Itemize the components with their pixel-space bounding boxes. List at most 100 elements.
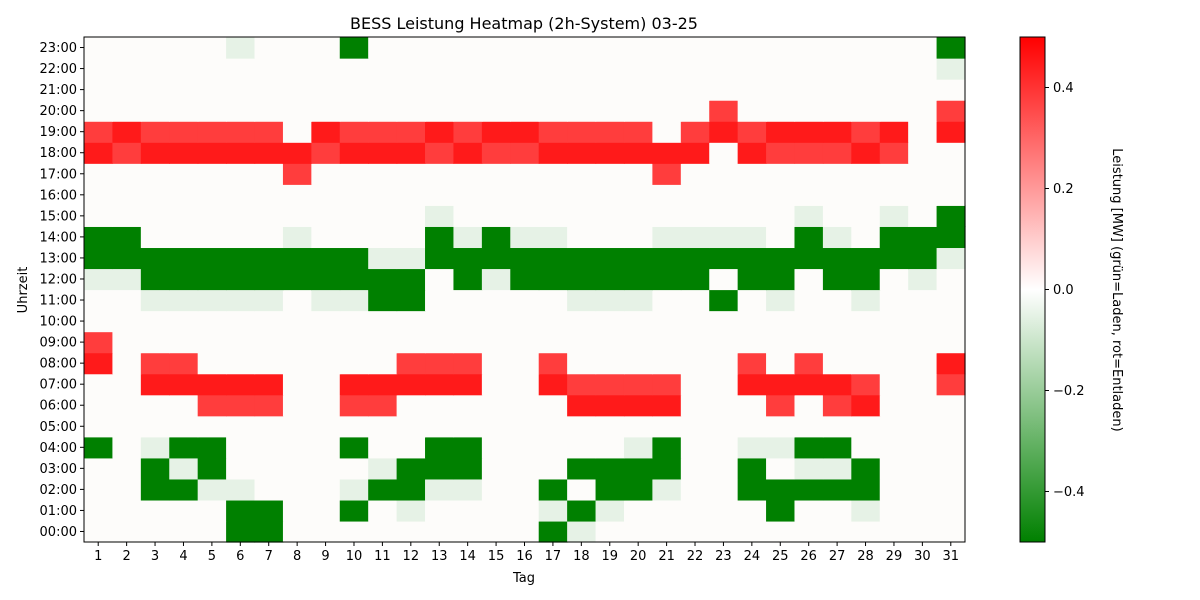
heatmap-cell — [709, 331, 739, 354]
heatmap-cell — [510, 415, 540, 438]
heatmap-cell — [794, 373, 824, 396]
heatmap-cell — [908, 184, 938, 206]
heatmap-cell — [851, 184, 881, 206]
chart-title: BESS Leistung Heatmap (2h-System) 03-25 — [350, 14, 698, 33]
heatmap-cell — [538, 268, 568, 291]
heatmap-cell — [481, 289, 511, 312]
x-tick-label: 9 — [321, 549, 329, 564]
heatmap-cell — [140, 331, 170, 354]
heatmap-cell — [567, 163, 597, 185]
heatmap-cell — [339, 226, 369, 249]
heatmap-cell — [510, 310, 540, 333]
heatmap-cell — [339, 457, 369, 480]
heatmap-cell — [794, 415, 824, 438]
heatmap-cell — [169, 373, 199, 396]
y-tick-label: 05:00 — [40, 420, 77, 435]
heatmap-cell — [737, 478, 767, 501]
heatmap-cell — [453, 79, 483, 101]
heatmap-cell — [339, 415, 369, 438]
heatmap-cell — [226, 268, 256, 291]
heatmap-cell — [652, 352, 682, 375]
heatmap-cell — [368, 142, 398, 164]
heatmap-cell — [595, 163, 625, 185]
heatmap-cell — [680, 79, 710, 101]
heatmap-cell — [936, 436, 966, 459]
heatmap-cell — [851, 268, 881, 291]
x-tick-label: 23 — [715, 549, 732, 564]
colorbar — [1019, 36, 1046, 543]
heatmap-cell — [425, 100, 455, 122]
y-tick-label: 11:00 — [40, 294, 77, 309]
heatmap-cell — [822, 79, 852, 101]
heatmap-cell — [311, 142, 341, 164]
x-tick-label: 29 — [886, 549, 903, 564]
heatmap-cell — [396, 100, 426, 122]
heatmap-cell — [84, 436, 114, 459]
heatmap-cell — [226, 142, 256, 164]
heatmap-cell — [510, 184, 540, 206]
heatmap-cell — [595, 247, 625, 270]
heatmap-cell — [481, 121, 511, 143]
heatmap-cell — [709, 79, 739, 101]
colorbar-tick-label: 0.0 — [1053, 283, 1074, 298]
heatmap-cell — [112, 37, 142, 59]
heatmap-cell — [766, 415, 796, 438]
heatmap-cell — [84, 37, 114, 59]
heatmap-cell — [794, 205, 824, 227]
heatmap-cell — [453, 142, 483, 164]
x-tick-label: 24 — [744, 549, 761, 564]
y-axis-label: Uhrzeit — [16, 267, 31, 314]
y-tick-label: 07:00 — [40, 378, 77, 393]
heatmap-cell — [680, 331, 710, 354]
heatmap-cell — [510, 58, 540, 80]
heatmap-cell — [282, 331, 312, 354]
heatmap-cell — [595, 499, 625, 522]
heatmap-cell — [737, 37, 767, 59]
heatmap-cell — [908, 268, 938, 291]
heatmap-cell — [567, 100, 597, 122]
heatmap-cell — [680, 394, 710, 417]
heatmap-cell — [368, 226, 398, 249]
heatmap-cell — [84, 79, 114, 101]
heatmap-cell — [851, 121, 881, 143]
heatmap-cell — [623, 121, 653, 143]
heatmap-cell — [680, 520, 710, 543]
heatmap-cell — [425, 352, 455, 375]
heatmap-cell — [595, 100, 625, 122]
heatmap-cell — [368, 373, 398, 396]
heatmap-cell — [538, 415, 568, 438]
heatmap-cell — [226, 310, 256, 333]
heatmap-cell — [254, 205, 284, 227]
heatmap-cell — [538, 373, 568, 396]
heatmap-cell — [453, 289, 483, 312]
heatmap-cell — [169, 289, 199, 312]
heatmap-cell — [851, 289, 881, 312]
heatmap-cell — [311, 163, 341, 185]
heatmap-cell — [339, 79, 369, 101]
heatmap-cell — [197, 226, 227, 249]
heatmap-cell — [595, 352, 625, 375]
heatmap-cell — [339, 373, 369, 396]
heatmap-cell — [84, 457, 114, 480]
heatmap-cell — [908, 499, 938, 522]
heatmap-cell — [311, 205, 341, 227]
heatmap-cell — [709, 205, 739, 227]
heatmap-cell — [879, 205, 909, 227]
heatmap-cell — [396, 520, 426, 543]
heatmap-cell — [510, 373, 540, 396]
heatmap-cell — [282, 499, 312, 522]
heatmap-cell — [652, 37, 682, 59]
heatmap-cell — [879, 394, 909, 417]
heatmap-cell — [709, 373, 739, 396]
heatmap-cell — [425, 205, 455, 227]
heatmap-cell — [396, 79, 426, 101]
heatmap-cell — [140, 499, 170, 522]
heatmap-cell — [595, 79, 625, 101]
heatmap-cell — [226, 121, 256, 143]
heatmap-cell — [851, 205, 881, 227]
heatmap-cell — [936, 478, 966, 501]
heatmap-cell — [652, 289, 682, 312]
heatmap-cell — [595, 478, 625, 501]
heatmap-cell — [453, 100, 483, 122]
